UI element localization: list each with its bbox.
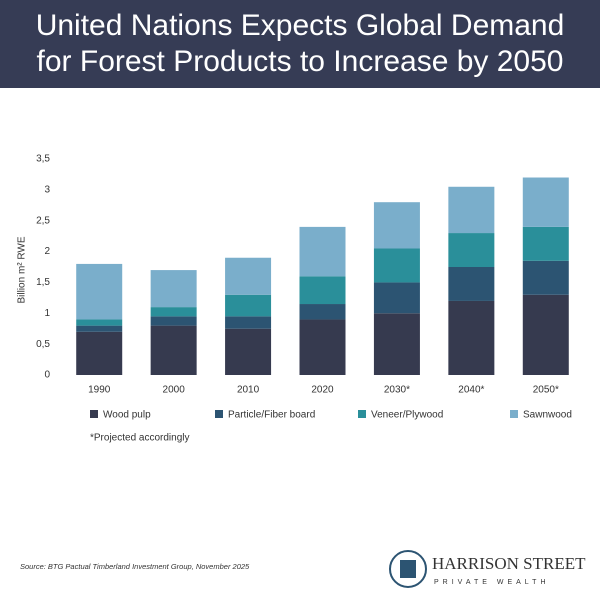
- y-axis-label: Billion m² RWE: [17, 236, 28, 303]
- x-tick-label: 2020: [311, 385, 334, 396]
- y-tick-label: 1,5: [36, 277, 50, 288]
- x-tick-label: 2000: [163, 385, 186, 396]
- title-line: for Forest Products to Increase by 2050: [36, 45, 564, 78]
- bar-segment: [76, 325, 123, 332]
- bar-segment: [522, 260, 569, 295]
- note: *Projected accordingly: [90, 433, 190, 444]
- y-tick-label: 3: [44, 184, 50, 195]
- x-tick-label: 2010: [237, 385, 260, 396]
- legend-swatch: [215, 410, 223, 418]
- bar-segment: [373, 282, 420, 314]
- legend-label: Veneer/Plywood: [371, 410, 443, 421]
- y-tick-label: 2: [44, 246, 50, 257]
- bar-segment: [76, 319, 123, 326]
- title-line: United Nations Expects Global Demand: [35, 9, 565, 42]
- legend-label: Wood pulp: [103, 410, 151, 421]
- legend-swatch: [510, 410, 518, 418]
- logo-tagline: PRIVATE WEALTH: [434, 579, 550, 586]
- y-tick-label: 3,5: [36, 154, 50, 165]
- bar-segment: [150, 325, 197, 375]
- y-tick-label: 0: [44, 370, 50, 381]
- bar-segment: [448, 300, 495, 375]
- logo-name: HARRISON STREET: [432, 554, 586, 573]
- bar-segment: [522, 294, 569, 375]
- bar-segment: [448, 233, 495, 267]
- legend-label: Sawnwood: [523, 410, 572, 421]
- legend-swatch: [90, 410, 98, 418]
- bar-segment: [150, 307, 197, 317]
- bar-segment: [225, 294, 272, 317]
- y-tick-label: 2,5: [36, 215, 50, 226]
- bar-segment: [225, 257, 272, 295]
- x-tick-label: 2050*: [533, 385, 559, 396]
- x-tick-label: 2040*: [458, 385, 484, 396]
- x-tick-label: 2030*: [384, 385, 410, 396]
- bar-segment: [225, 316, 272, 329]
- source: Source: BTG Pactual Timberland Investmen…: [20, 562, 250, 571]
- bar-segment: [373, 202, 420, 249]
- bar-segment: [76, 263, 123, 320]
- bar-segment: [373, 313, 420, 375]
- bar-segment: [522, 177, 569, 227]
- bar-segment: [448, 267, 495, 301]
- bar-segment: [448, 186, 495, 234]
- logo-circle: [389, 550, 427, 588]
- x-tick-label: 1990: [88, 385, 111, 396]
- bar-segment: [299, 276, 346, 305]
- bar-segment: [373, 248, 420, 283]
- bar-segment: [150, 270, 197, 308]
- bar-segment: [76, 331, 123, 375]
- bar-segment: [150, 316, 197, 326]
- bar-segment: [299, 319, 346, 375]
- y-tick-label: 0,5: [36, 339, 50, 350]
- bar-segment: [225, 328, 272, 375]
- legend-label: Particle/Fiber board: [228, 410, 315, 421]
- bar-segment: [299, 304, 346, 320]
- logo-icon: [400, 560, 416, 578]
- legend-swatch: [358, 410, 366, 418]
- header: United Nations Expects Global Demand for…: [0, 0, 600, 88]
- bar-segment: [522, 226, 569, 261]
- bar-segment: [299, 226, 346, 277]
- y-tick-label: 1: [44, 308, 50, 319]
